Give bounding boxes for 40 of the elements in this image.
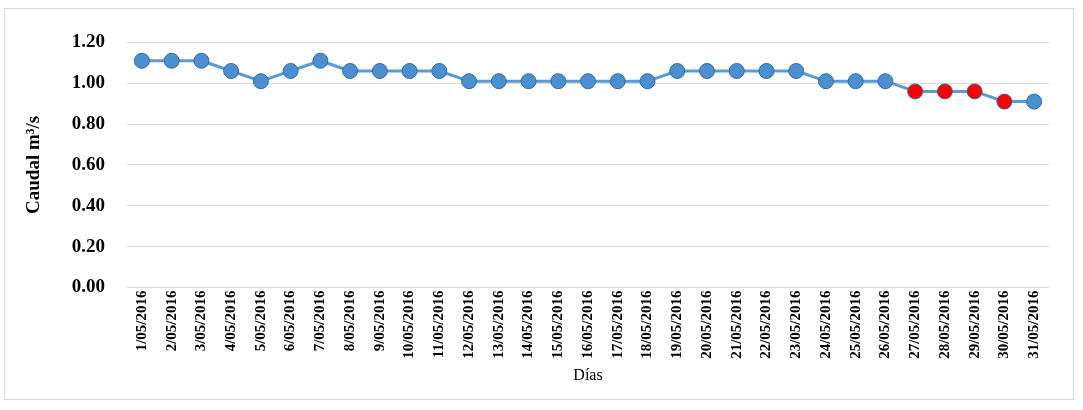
x-tick-label: 18/05/2016	[638, 289, 655, 359]
x-tick-label: 13/05/2016	[489, 289, 506, 359]
x-tick-label: 27/05/2016	[906, 289, 923, 359]
x-tick-label: 1/05/2016	[132, 289, 149, 352]
x-tick-label: 8/05/2016	[340, 289, 357, 352]
x-tick-label: 6/05/2016	[281, 289, 298, 352]
x-tick-label: 24/05/2016	[816, 289, 833, 359]
y-tick-label: 1.20	[71, 30, 106, 52]
x-tick-label: 31/05/2016	[1025, 289, 1041, 359]
x-tick-label: 25/05/2016	[846, 289, 863, 359]
x-tick-label: 21/05/2016	[727, 289, 744, 359]
y-axis-title: Caudal m³/s	[22, 115, 44, 214]
x-tick-label: 12/05/2016	[459, 289, 476, 359]
x-tick-label: 28/05/2016	[935, 289, 952, 359]
x-tick-label: 10/05/2016	[400, 289, 417, 359]
x-tick-label: 30/05/2016	[995, 289, 1012, 359]
x-tick-label: 4/05/2016	[222, 289, 239, 352]
x-tick-label: 20/05/2016	[697, 289, 714, 359]
y-tick-label: 1.00	[71, 71, 106, 93]
y-tick-label: 0.20	[71, 234, 106, 256]
x-tick-label: 16/05/2016	[578, 289, 595, 359]
x-tick-label: 26/05/2016	[876, 289, 893, 359]
x-tick-label: 11/05/2016	[430, 289, 447, 358]
y-tick-label: 0.00	[71, 275, 106, 297]
y-tick-label: 0.40	[71, 193, 106, 215]
x-axis-title: Días	[573, 365, 603, 383]
x-tick-label: 2/05/2016	[162, 289, 179, 352]
x-tick-label: 14/05/2016	[519, 289, 536, 359]
x-tick-label: 9/05/2016	[370, 289, 387, 352]
y-tick-label: 0.60	[71, 152, 106, 174]
x-tick-label: 15/05/2016	[549, 289, 566, 359]
x-tick-label: 3/05/2016	[192, 289, 209, 352]
x-tick-label: 5/05/2016	[251, 289, 268, 352]
x-tick-label: 22/05/2016	[757, 289, 774, 359]
x-tick-label: 17/05/2016	[608, 289, 625, 359]
x-tick-label: 29/05/2016	[965, 289, 982, 359]
x-tick-label: 23/05/2016	[787, 289, 804, 359]
x-tick-label: 7/05/2016	[311, 289, 328, 352]
y-tick-label: 0.80	[71, 111, 106, 133]
x-tick-label: 19/05/2016	[668, 289, 685, 359]
